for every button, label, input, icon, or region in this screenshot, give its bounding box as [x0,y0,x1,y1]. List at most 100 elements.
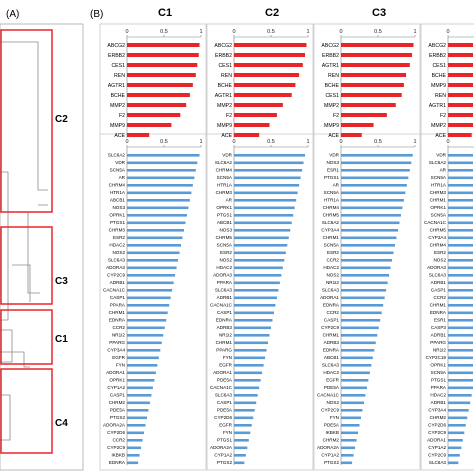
category-label: ERBB2 [322,53,339,59]
bar [341,123,374,127]
category-label: ABCG2 [321,43,339,49]
category-label: IKBKB [325,430,339,435]
category-label: ERBB2 [108,53,125,59]
bar [127,424,146,427]
bar [127,349,161,352]
category-label: SLC6A3 [429,272,447,277]
bar [448,431,465,435]
category-label: PDE5A [110,407,126,412]
bar [448,304,473,307]
category-label: AGTR1 [322,63,339,69]
bar [234,296,277,300]
bar [127,439,143,442]
bar [448,266,473,270]
bar [127,63,198,67]
bar [448,341,473,345]
bar [448,229,473,232]
category-label: ESR2 [434,250,446,255]
category-label: PTGS1 [324,175,340,180]
category-label: SLC6A2 [108,152,126,157]
bar [341,424,360,427]
category-label: SCN5A [217,242,233,247]
category-label: PDE5A [324,422,340,427]
category-label: MMP9 [217,123,232,129]
bar [448,334,473,337]
bar [234,229,291,232]
bar [448,123,473,127]
bar [341,409,363,412]
category-label: ADORA1 [320,295,339,300]
category-label: CCR2 [112,325,125,330]
category-label: REN [328,73,339,79]
bar [448,439,463,442]
bar [127,281,174,285]
bar [448,103,473,107]
category-label: SLC6A2 [215,160,233,165]
category-label: SLC6A2 [322,220,340,225]
category-label: HDAC2 [216,265,232,270]
bar [341,341,376,345]
category-label: SCN5A [217,175,233,180]
category-label: SLC6A3 [322,362,340,367]
category-label: ERBB2 [429,53,446,59]
bar [234,133,260,137]
category-label: ESR2 [220,250,232,255]
category-label: CYP2C9 [107,272,125,277]
bar [341,83,404,87]
bar [341,93,402,97]
bar [234,409,255,412]
bar [341,184,407,187]
cluster-label-c2: C2 [55,114,68,125]
category-label: NR1I2 [326,280,339,285]
bar [448,386,473,390]
bar [448,43,473,47]
bar [234,454,246,457]
category-label: ABCG2 [214,43,232,49]
bar [234,191,298,195]
chart-top-c2: C2 0 0.5 1 ABCG2 ERBB2 CES1 REN BCHE AGTR1 MMP2 F2 M… [214,7,309,139]
category-label: ERBB2 [215,53,232,59]
bar [127,386,153,390]
category-label: PDE5A [217,377,233,382]
bar [234,221,292,225]
bar [234,334,270,337]
bar [234,53,306,57]
bar [341,53,413,57]
bar [448,349,473,352]
bar [234,274,282,277]
bar [448,446,462,450]
bar [448,154,473,157]
bar [341,199,404,202]
category-label: CHRM1 [430,197,447,202]
bar [127,236,183,240]
bar [341,326,379,330]
bar [341,63,410,67]
bar [234,63,303,67]
bar [127,191,192,195]
bar [448,251,473,255]
category-label: REN [114,73,125,79]
frame-c3 [313,23,421,471]
category-label: PPARG [216,347,232,352]
category-label: AR [440,167,447,172]
category-label: CHRM2 [323,437,340,442]
category-label: CYP2C9 [428,430,446,435]
category-label: VDR [436,152,446,157]
bar [448,133,472,137]
category-label: CASP1 [110,392,126,397]
category-label: BCHE [325,83,340,89]
bar [234,43,307,47]
bar [127,184,193,187]
bar [448,274,473,277]
category-label: HDAC2 [323,265,339,270]
bar [341,176,409,180]
category-label: MMP2 [431,123,446,129]
category-label: CYP1A2 [107,385,125,390]
category-label: CCR2 [326,257,339,262]
category-label: EDNRA [323,347,340,352]
bar [234,113,277,117]
cluster-label-c1: C1 [55,334,68,345]
category-label: CACNA1C [317,392,340,397]
bar [127,266,177,270]
bar [448,191,473,195]
